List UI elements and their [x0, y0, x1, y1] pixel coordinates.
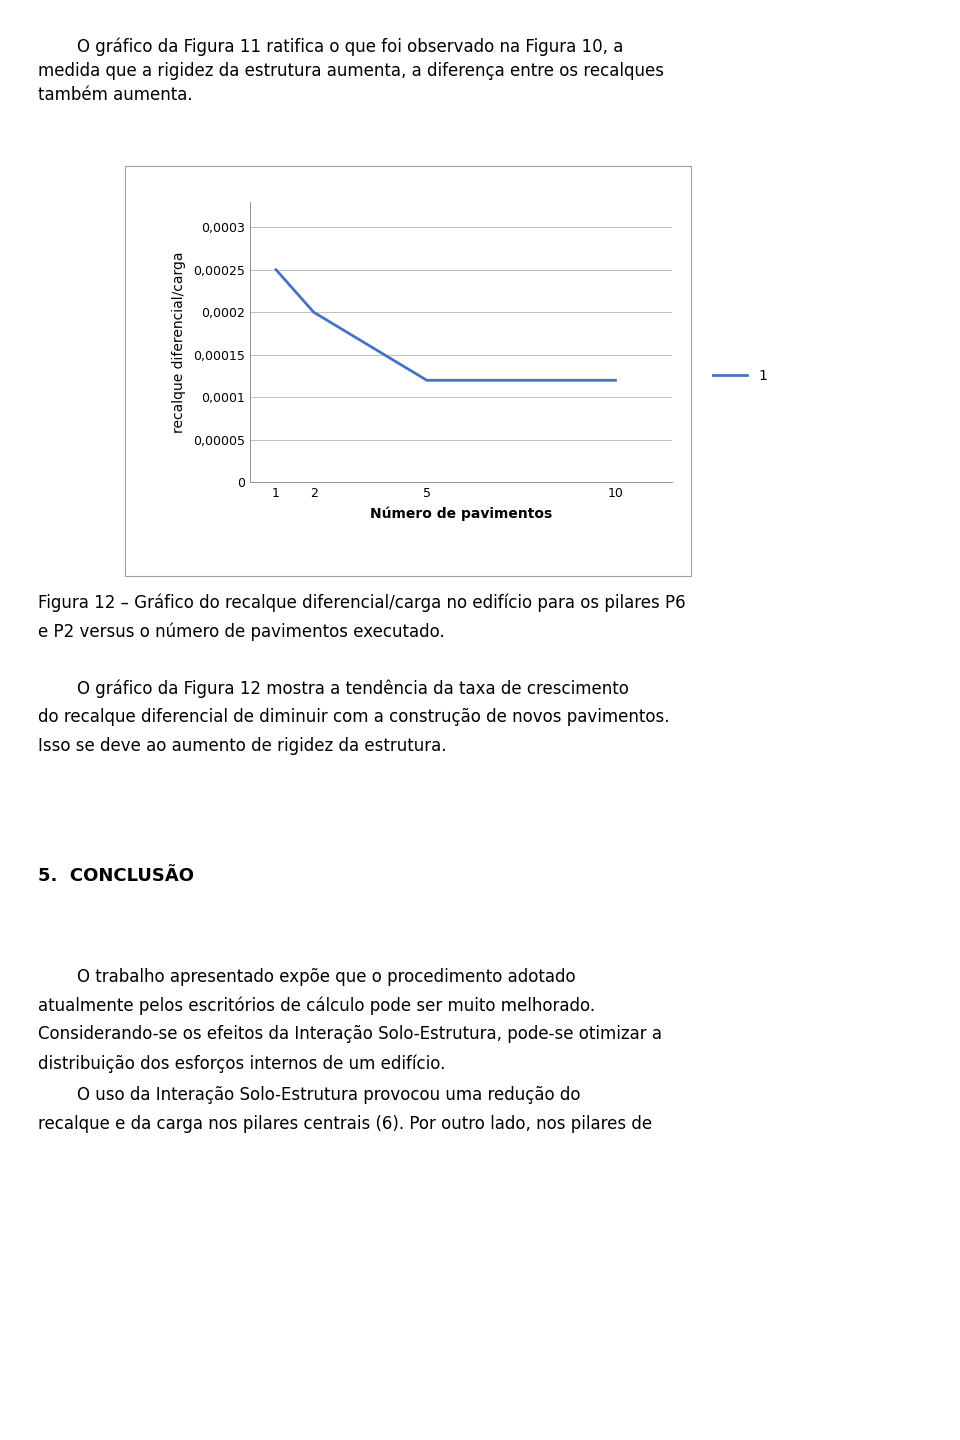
Line: 1: 1	[276, 269, 615, 380]
Text: O gráfico da Figura 12 mostra a tendência da taxa de crescimento: O gráfico da Figura 12 mostra a tendênci…	[77, 680, 629, 698]
Text: recalque e da carga nos pilares centrais (6). Por outro lado, nos pilares de: recalque e da carga nos pilares centrais…	[38, 1115, 653, 1132]
Text: do recalque diferencial de diminuir com a construção de novos pavimentos.: do recalque diferencial de diminuir com …	[38, 708, 670, 726]
Text: O trabalho apresentado expõe que o procedimento adotado: O trabalho apresentado expõe que o proce…	[77, 968, 575, 985]
Text: medida que a rigidez da estrutura aumenta, a diferença entre os recalques: medida que a rigidez da estrutura aument…	[38, 62, 664, 79]
Text: distribuição dos esforços internos de um edifício.: distribuição dos esforços internos de um…	[38, 1054, 445, 1073]
FancyBboxPatch shape	[125, 166, 691, 576]
Text: Isso se deve ao aumento de rigidez da estrutura.: Isso se deve ao aumento de rigidez da es…	[38, 737, 447, 755]
Text: Considerando-se os efeitos da Interação Solo-Estrutura, pode-se otimizar a: Considerando-se os efeitos da Interação …	[38, 1025, 662, 1043]
Text: O uso da Interação Solo-Estrutura provocou uma redução do: O uso da Interação Solo-Estrutura provoc…	[77, 1086, 580, 1103]
Text: O gráfico da Figura 11 ratifica o que foi observado na Figura 10, a: O gráfico da Figura 11 ratifica o que fo…	[77, 37, 623, 56]
Legend: 1: 1	[712, 369, 767, 383]
Text: também aumenta.: também aumenta.	[38, 86, 193, 105]
1	[308, 304, 320, 321]
1	[421, 372, 433, 389]
Text: atualmente pelos escritórios de cálculo pode ser muito melhorado.: atualmente pelos escritórios de cálculo …	[38, 996, 595, 1015]
1	[271, 261, 282, 278]
Text: Figura 12 – Gráfico do recalque diferencial/carga no edifício para os pilares P6: Figura 12 – Gráfico do recalque diferenc…	[38, 593, 686, 612]
Text: e P2 versus o número de pavimentos executado.: e P2 versus o número de pavimentos execu…	[38, 622, 445, 641]
1	[610, 372, 621, 389]
Y-axis label: recalque diferencial/carga: recalque diferencial/carga	[173, 251, 186, 433]
Text: 5.  CONCLUSÃO: 5. CONCLUSÃO	[38, 867, 194, 884]
X-axis label: Número de pavimentos: Número de pavimentos	[370, 507, 552, 521]
